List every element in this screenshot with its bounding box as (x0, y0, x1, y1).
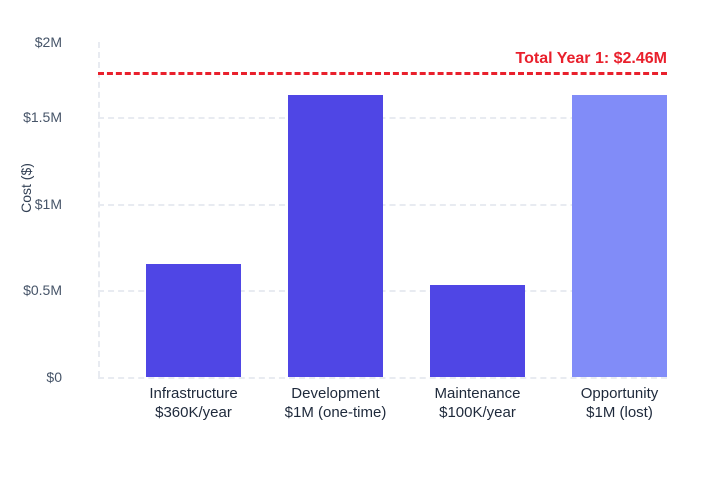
category-name: Development (291, 385, 380, 402)
category-label-opportunity: Opportunity $1M (lost) (535, 385, 705, 421)
bar-development (288, 94, 383, 377)
category-name: Opportunity (580, 385, 659, 402)
total-annotation-line (98, 72, 667, 75)
bar-infrastructure (146, 264, 241, 377)
category-cost-detail: $1M (lost) (586, 404, 653, 421)
category-cost-detail: $1M (one-time) (284, 404, 387, 421)
y-tick-label--1-5m: $1.5M (23, 109, 62, 126)
category-cost-detail: $360K/year (155, 404, 232, 421)
category-cost-detail: $100K/year (439, 404, 516, 421)
y-tick-label--1m: $1M (34, 195, 62, 212)
category-label-development: Development $1M (one-time) (251, 385, 421, 421)
category-name: Infrastructure (149, 385, 238, 402)
y-tick-label--2m: $2M (34, 34, 62, 50)
bar-opportunity (572, 94, 667, 377)
y-tick-label--0: $0 (46, 369, 62, 385)
category-label-maintenance: Maintenance $100K/year (393, 385, 563, 421)
gridline--0 (98, 377, 667, 379)
y-tick-label--0-5m: $0.5M (23, 282, 62, 299)
category-label-infrastructure: Infrastructure $360K/year (109, 385, 279, 421)
category-name: Maintenance (434, 385, 521, 402)
total-annotation-label: Total Year 1: $2.46M (515, 50, 667, 67)
bar-maintenance (430, 285, 525, 377)
y-axis-line (98, 42, 100, 377)
